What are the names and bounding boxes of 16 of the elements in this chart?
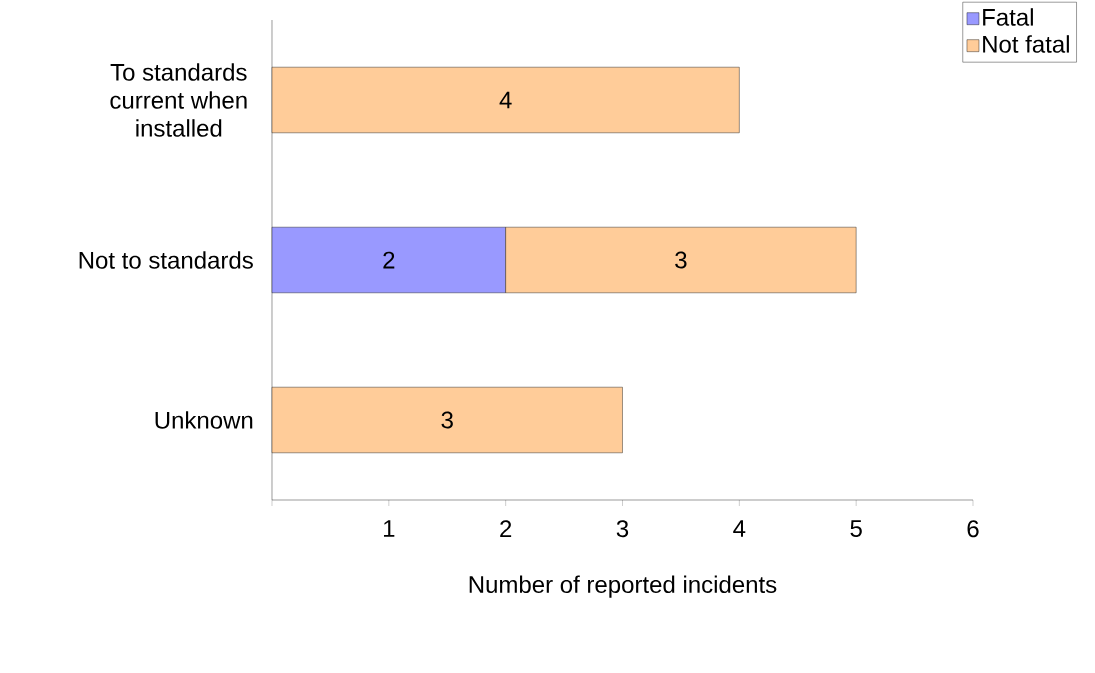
x-axis-title: Number of reported incidents [469,575,777,598]
data-label: 2 [383,251,395,269]
x-tick-label: 5 [850,520,862,537]
legend-label: Fatal [983,8,1033,26]
x-tick-label: 1 [383,520,395,537]
legend-label: Not fatal [983,35,1069,53]
y-tick-label: To standards current when installed [110,63,247,137]
y-tick-label: Not to standards [79,251,253,269]
x-tick-label: 3 [616,520,629,538]
data-label: 4 [499,91,512,109]
data-label: 3 [675,251,687,269]
x-tick-label: 4 [733,520,746,537]
y-tick-label: Unknown [155,411,253,429]
x-tick-label: 6 [967,520,979,538]
data-label: 3 [441,411,453,429]
x-tick-label: 2 [500,520,512,537]
